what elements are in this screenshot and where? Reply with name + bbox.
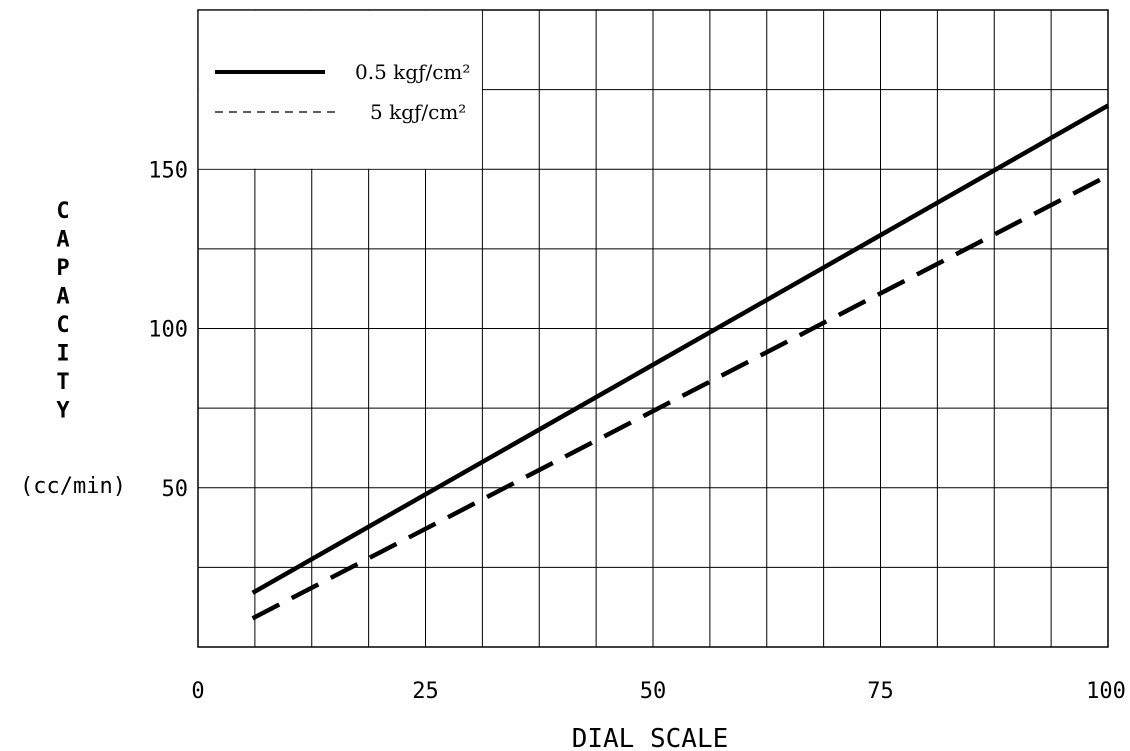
y-axis-title-letter: I: [56, 342, 69, 367]
x-tick-label: 100: [1086, 679, 1126, 704]
legend-label-0: 0.5 kgƒ/cm²: [355, 60, 470, 84]
plot-frame: [197, 9, 1109, 648]
series-line-dashed: [251, 173, 1110, 621]
y-axis-unit: (cc/min): [20, 474, 126, 499]
legend: 0.5 kgƒ/cm² 5 kgƒ/cm²: [215, 60, 470, 124]
y-tick-labels: 50 100 150: [148, 158, 188, 502]
y-axis-title-letter: A: [56, 285, 69, 310]
y-tick-label: 100: [148, 318, 188, 343]
y-axis-title-letter: A: [56, 228, 69, 253]
x-tick-label: 25: [412, 679, 439, 704]
x-tick-label: 50: [640, 679, 667, 704]
y-axis-title-letter: P: [56, 256, 69, 281]
y-axis-title-letter: T: [56, 370, 69, 395]
x-tick-labels: 0 25 50 75 100: [191, 679, 1126, 704]
series-layer: [251, 103, 1110, 621]
grid-lines: [198, 10, 1108, 647]
y-axis-title-letter: C: [56, 313, 69, 338]
y-tick-label: 50: [162, 477, 189, 502]
x-tick-label: 0: [191, 679, 204, 704]
y-axis-title-letter: Y: [56, 399, 70, 424]
x-axis-title: DIAL SCALE: [572, 724, 729, 751]
series-line-solid: [251, 103, 1110, 595]
legend-label-1: 5 kgƒ/cm²: [370, 100, 466, 124]
y-tick-label: 150: [148, 158, 188, 183]
legend-box: [198, 10, 482, 169]
legend-background: [198, 10, 482, 169]
y-axis-title-letter: C: [56, 199, 69, 224]
x-tick-label: 75: [867, 679, 894, 704]
